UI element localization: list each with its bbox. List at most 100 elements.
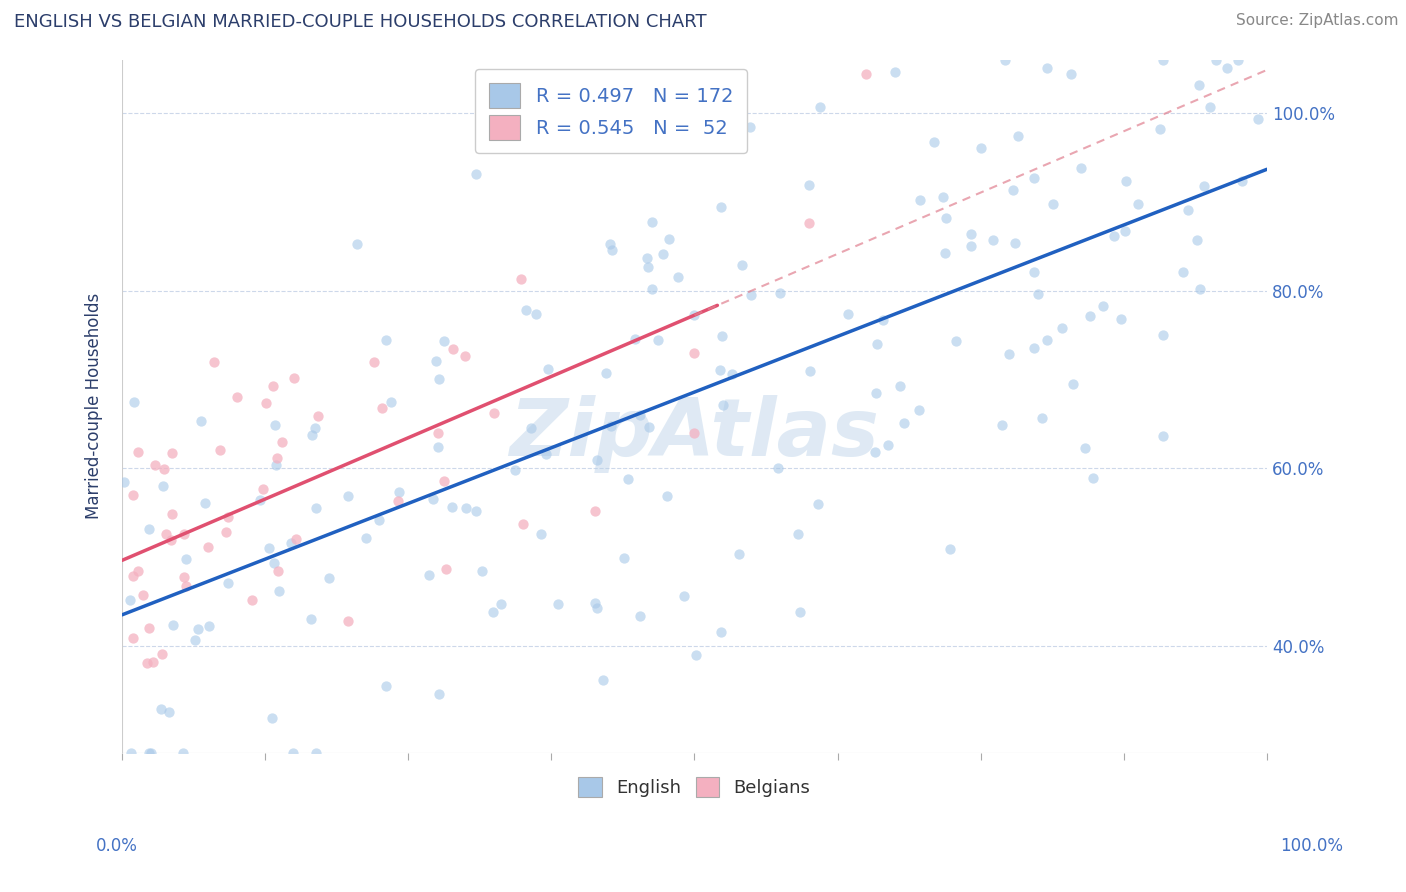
- Point: [908, 402, 931, 417]
- Point: [363, 355, 385, 369]
- Point: [491, 598, 513, 612]
- Point: [122, 394, 145, 409]
- Point: [658, 232, 681, 246]
- Point: [138, 746, 160, 760]
- Point: [1070, 161, 1092, 175]
- Point: [685, 648, 707, 662]
- Point: [172, 746, 194, 760]
- Point: [945, 334, 967, 348]
- Point: [1109, 311, 1132, 326]
- Point: [932, 190, 955, 204]
- Text: ENGLISH VS BELGIAN MARRIED-COUPLE HOUSEHOLDS CORRELATION CHART: ENGLISH VS BELGIAN MARRIED-COUPLE HOUSEH…: [14, 13, 707, 31]
- Point: [263, 556, 285, 570]
- Point: [1036, 61, 1059, 75]
- Point: [440, 500, 463, 514]
- Point: [112, 475, 135, 489]
- Point: [186, 622, 208, 636]
- Point: [1102, 229, 1125, 244]
- Point: [160, 507, 183, 521]
- Point: [160, 533, 183, 547]
- Point: [122, 631, 145, 645]
- Point: [1001, 184, 1024, 198]
- Point: [464, 504, 486, 518]
- Point: [1247, 112, 1270, 126]
- Point: [193, 496, 215, 510]
- Point: [433, 334, 456, 349]
- Point: [266, 564, 288, 578]
- Point: [959, 227, 981, 241]
- Point: [427, 440, 450, 454]
- Point: [672, 589, 695, 603]
- Point: [305, 500, 328, 515]
- Text: 100.0%: 100.0%: [1279, 837, 1343, 855]
- Point: [1022, 341, 1045, 355]
- Point: [263, 418, 285, 433]
- Point: [613, 551, 636, 566]
- Point: [524, 307, 547, 321]
- Point: [174, 552, 197, 566]
- Point: [208, 442, 231, 457]
- Text: ZipAtlas: ZipAtlas: [509, 395, 879, 473]
- Point: [637, 260, 659, 274]
- Point: [155, 527, 177, 541]
- Point: [138, 522, 160, 536]
- Point: [769, 286, 792, 301]
- Point: [865, 385, 887, 400]
- Point: [429, 687, 451, 701]
- Point: [173, 570, 195, 584]
- Point: [1205, 53, 1227, 67]
- Point: [807, 497, 830, 511]
- Point: [683, 308, 706, 322]
- Point: [132, 588, 155, 602]
- Point: [120, 746, 142, 760]
- Point: [1114, 224, 1136, 238]
- Point: [740, 287, 762, 301]
- Point: [520, 420, 543, 434]
- Point: [202, 355, 225, 369]
- Point: [738, 120, 761, 134]
- Point: [356, 531, 378, 545]
- Point: [184, 633, 207, 648]
- Point: [970, 141, 993, 155]
- Point: [1198, 100, 1220, 114]
- Point: [388, 484, 411, 499]
- Point: [1126, 197, 1149, 211]
- Point: [283, 746, 305, 760]
- Y-axis label: Married-couple Households: Married-couple Households: [86, 293, 103, 519]
- Point: [583, 596, 606, 610]
- Point: [872, 313, 894, 327]
- Point: [299, 611, 322, 625]
- Point: [866, 336, 889, 351]
- Point: [628, 609, 651, 624]
- Point: [547, 597, 569, 611]
- Point: [198, 619, 221, 633]
- Point: [422, 492, 444, 507]
- Point: [271, 434, 294, 449]
- Point: [710, 625, 733, 640]
- Point: [152, 479, 174, 493]
- Point: [683, 425, 706, 440]
- Point: [797, 216, 820, 230]
- Point: [262, 379, 284, 393]
- Point: [1083, 471, 1105, 485]
- Point: [797, 178, 820, 192]
- Point: [1216, 61, 1239, 75]
- Point: [666, 270, 689, 285]
- Point: [922, 136, 945, 150]
- Point: [1171, 265, 1194, 279]
- Point: [586, 601, 609, 615]
- Text: Source: ZipAtlas.com: Source: ZipAtlas.com: [1236, 13, 1399, 29]
- Point: [1004, 235, 1026, 250]
- Point: [592, 673, 614, 687]
- Point: [482, 406, 505, 420]
- Point: [153, 462, 176, 476]
- Point: [427, 371, 450, 385]
- Point: [599, 237, 621, 252]
- Point: [630, 409, 652, 423]
- Point: [367, 513, 389, 527]
- Point: [266, 451, 288, 466]
- Point: [624, 332, 647, 346]
- Point: [787, 527, 810, 541]
- Point: [425, 354, 447, 368]
- Point: [512, 516, 534, 531]
